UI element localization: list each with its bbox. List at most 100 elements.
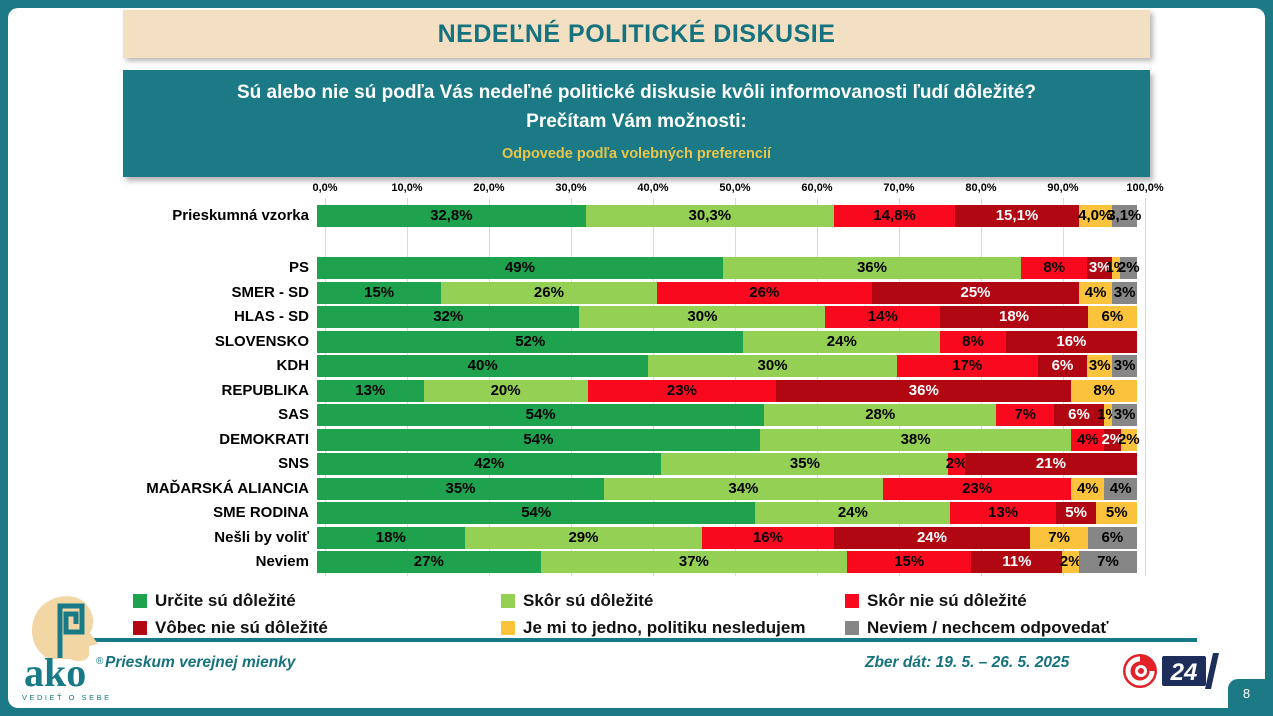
chart-row: SMER - SD 15% 26% 26% 25% 4% 3% [8,281,1148,304]
chart-row: Nešli by voliť 18% 29% 16% 24% 7% 6% [8,526,1148,549]
ako-wordmark: ako [24,650,86,695]
bar-segment: 2% [946,453,967,475]
bar-segment-label: 2% [1059,553,1082,570]
legend-item: Určite sú dôležité [133,589,501,613]
bar-segment-label: 15% [894,553,925,570]
axis-tick: 10,0% [391,182,423,194]
bar-segment-label: 4% [1109,479,1132,497]
row-bar: 27% 37% 15% 11% 2% 7% [317,551,1138,573]
bar-segment-label: 35% [789,455,820,472]
row-label: KDH [276,357,310,374]
bar-segment: 4% [1071,428,1105,451]
bar-segment: 3% [1112,281,1138,304]
footer-divider [92,638,1197,642]
bar-segment-label: 54% [525,406,556,423]
row-label: Nešli by voliť [214,528,309,546]
bar-segment-label: 24% [916,528,947,546]
bar-segment-label: 17% [952,357,983,374]
bar-segment-label: 4% [1084,283,1107,301]
legend-swatch [501,621,515,635]
bar-segment-label: 4,0% [1078,207,1113,224]
row-label: HLAS - SD [234,308,309,325]
row-bar: 35% 34% 23% 4% 4% [317,477,1137,500]
data-collection-label: Zber dát: 19. 5. – 26. 5. 2025 [865,654,1070,671]
legend-item: Skôr sú dôležité [501,589,845,613]
bar-segment-label: 8% [1093,381,1116,399]
bar-segment-label: 16% [1056,332,1087,350]
bar-segment-label: 7% [1048,528,1070,546]
legend-swatch [133,594,147,608]
row-bar: 40% 30% 17% 6% 3% 3% [317,355,1137,377]
question-line1: Sú alebo nie sú podľa Vás nedeľné politi… [236,82,1036,103]
row-label: MAĎARSKÁ ALIANCIA [146,479,309,497]
bar-segment: 54% [317,428,760,451]
bar-segment-label: 21% [1035,455,1066,472]
bar-segment-label: 5% [1105,504,1128,521]
bar-segment: 32,8% [317,205,586,227]
bar-segment: 24% [743,330,941,353]
bar-segment: 3,1% [1107,205,1141,227]
bar-segment-label: 35% [445,479,476,497]
bar-segment: 15,1% [955,205,1079,227]
bar-segment-label: 32% [433,308,464,325]
axis-tick: 30,0% [555,182,587,194]
chart-row: Neviem 27% 37% 15% 11% 2% 7% [8,551,1148,573]
page-number: 8 [1242,686,1251,701]
bar-segment-label: 38% [900,430,931,448]
bar-segment-label: 26% [749,283,780,301]
title-box: NEDEĽNÉ POLITICKÉ DISKUSIE [123,10,1150,58]
bar-segment-label: 3% [1113,406,1136,423]
axis-tick: 0,0% [312,182,338,194]
bar-segment-label: 32,8% [430,207,473,224]
bar-segment-label: 14% [867,308,898,325]
row-bar: 15% 26% 26% 25% 4% 3% [317,281,1138,304]
bar-segment: 2% [1059,551,1082,573]
bar-segment: 54% [317,404,765,426]
bar-segment: 7% [1079,551,1138,573]
bar-segment: 28% [764,404,997,426]
bar-segment: 7% [996,404,1055,426]
bar-segment-label: 2% [945,455,968,472]
bar-segment-label: 27% [413,553,444,570]
legend-item: Skôr nie sú dôležité [845,589,1109,613]
bar-segment: 40% [317,355,649,377]
ako-logo: ako ® VEDIEŤ O SEBE [22,596,112,702]
axis-tick: 80,0% [965,182,997,194]
legend-swatch [845,594,859,608]
bar-segment-label: 13% [988,504,1019,521]
bar-segment-label: 36% [856,259,887,276]
bar-segment: 36% [722,257,1022,279]
row-bar: 18% 29% 16% 24% 7% 6% [317,526,1137,549]
axis-tick: 100,0% [1126,182,1164,194]
bar-segment: 8% [940,330,1006,353]
chart-row: HLAS - SD 32% 30% 14% 18% 6% [8,306,1148,328]
bar-segment: 2% [1117,428,1140,451]
row-bar: 54% 38% 4% 2% 2% [317,428,1140,451]
legend-swatch [133,621,147,635]
bar-segment-label: 42% [474,455,505,472]
joj24-logo: 24 [1123,653,1219,689]
bar-segment-label: 36% [908,381,939,399]
ako-tagline: VEDIEŤ O SEBE [22,693,112,702]
bar-segment-label: 16% [752,528,783,546]
bar-segment-label: 34% [728,479,759,497]
bar-segment-label: 52% [515,332,546,350]
bar-segment: 4% [1104,477,1137,500]
legend-label: Je mi to jedno, politiku nesledujem [523,618,806,637]
row-bar: 13% 20% 23% 36% 8% [317,379,1137,402]
bar-segment-label: 20% [490,381,521,399]
row-label: SME RODINA [213,504,309,521]
row-label: SAS [278,406,309,423]
bar-segment-label: 7% [1097,553,1119,570]
bar-segment: 52% [317,330,744,353]
legend-label: Určite sú dôležité [155,591,296,610]
bar-segment: 8% [1021,257,1088,279]
bar-segment: 26% [656,281,872,304]
bar-segment: 14% [825,306,941,328]
bar-segment: 2% [1102,428,1123,451]
bar-segment: 16% [702,526,834,549]
bar-segment: 34% [604,477,883,500]
row-label: PS [288,259,309,276]
bar-segment-label: 2% [1117,430,1140,448]
bar-segment-label: 30,3% [688,207,732,224]
